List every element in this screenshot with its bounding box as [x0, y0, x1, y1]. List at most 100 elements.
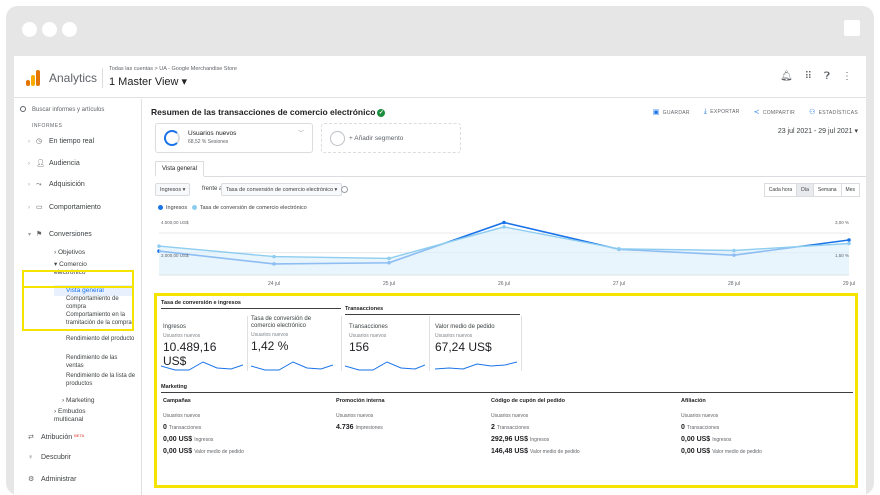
add-segment-button[interactable]: + Añadir segmento [321, 123, 461, 153]
insights-button[interactable]: ⚇ ESTADÍSTICAS [809, 108, 858, 116]
x-tick-label: 27 jul [613, 281, 625, 287]
granularity-week[interactable]: Semana [812, 183, 842, 197]
verified-check-icon: ✓ [377, 108, 386, 117]
marketing-row: 0,00 US$ Ingresos [163, 436, 313, 443]
gear-icon: ⚙ [28, 476, 35, 483]
marketing-value: 292,96 US$ [491, 436, 528, 443]
tab-overview[interactable]: Vista general [155, 161, 204, 177]
chevron-down-icon[interactable]: ﹀ [297, 131, 304, 137]
marketing-label: Valor medio de pedido [529, 449, 580, 455]
sidebar-item-discover[interactable]: ♀ Descubrir [28, 454, 71, 461]
sidebar-item-audience[interactable]: › 👤︎ Audiencia [28, 160, 80, 167]
save-button[interactable]: ▣ GUARDAR [653, 108, 690, 116]
sidebar-item-ecommerce[interactable]: ▾ Comercio electrónico [54, 261, 87, 276]
search-icon [20, 106, 26, 112]
info-icon[interactable] [341, 186, 348, 193]
data-point-conversion [732, 248, 736, 253]
sidebar-item-label: Audiencia [49, 160, 80, 167]
sidebar-search[interactable]: Buscar informes y artículos [20, 106, 104, 113]
sidebar-item-realtime[interactable]: › ◷ En tiempo real [28, 138, 95, 145]
compare-select-value: Tasa de conversión de comercio electróni… [226, 187, 334, 193]
marketing-value: 0,00 US$ [163, 448, 193, 455]
marketing-row: 0 Transacciones [163, 424, 313, 431]
granularity-day[interactable]: Día [796, 183, 814, 197]
metric-conversion-rate[interactable]: Tasa de conversión de comercio electróni… [251, 316, 331, 353]
metric-divider [341, 316, 342, 371]
sidebar-item-overview[interactable]: Vista general [54, 285, 132, 296]
x-tick-label: 26 jul [498, 281, 510, 287]
apps-grid-icon[interactable]: ⠿ [804, 71, 812, 82]
marketing-internal-promotion[interactable]: Promoción interna Usuarios nuevos 4.736 I… [336, 398, 486, 431]
share-button[interactable]: ≺ COMPARTIR [754, 108, 795, 116]
marketing-label: Marketing [65, 397, 95, 404]
sparkline-avg-order [435, 361, 517, 370]
sidebar-item-admin[interactable]: ⚙ Administrar [28, 475, 76, 483]
metric-name: Ingresos [163, 324, 187, 330]
sidebar-report-product-performance[interactable]: Rendimiento del producto [66, 336, 135, 342]
sidebar-item-behavior[interactable]: › ▭ Comportamiento [28, 204, 101, 211]
sidebar-item-acquisition[interactable]: › ⤳ Adquisición [28, 181, 85, 188]
marketing-coupon-code[interactable]: Código de cupón del pedido Usuarios nuev… [491, 398, 641, 455]
sidebar-item-marketing[interactable]: › Marketing [62, 397, 95, 404]
granularity-hour[interactable]: Cada hora [763, 183, 798, 197]
ecommerce-label: Comercio electrónico [54, 261, 87, 276]
account-breadcrumb[interactable]: Todas las cuentas > UA - Google Merchand… [109, 66, 237, 72]
segment-name: Usuarios nuevos [188, 130, 237, 137]
share-label: COMPARTIR [762, 110, 796, 116]
header-icons: 🔔︎ ⠿ ❓︎ ⋮ [780, 71, 852, 82]
granularity-month[interactable]: Mes [840, 183, 860, 197]
marketing-section-line [161, 392, 853, 393]
sidebar-item-multichannel[interactable]: › Embudos multicanal [54, 408, 86, 423]
metric-select[interactable]: Ingresos ▾ [155, 183, 191, 196]
segment-card[interactable]: Usuarios nuevos 68,52 % Sesiones ﹀ [155, 123, 313, 153]
legend-swatch-revenue [158, 205, 163, 211]
sidebar-report-sales-performance[interactable]: Rendimiento de las ventas [66, 355, 118, 369]
marketing-label: Valor medio de pedido [712, 449, 762, 455]
save-icon: ▣ [652, 109, 660, 116]
marketing-campaigns[interactable]: Campañas Usuarios nuevos 0 Transacciones … [163, 398, 313, 455]
marketing-value: 2 [491, 424, 495, 431]
marketing-value: 4.736 [336, 424, 354, 431]
metric-transactions[interactable]: Transacciones Usuarios nuevos 156 [349, 324, 429, 354]
marketing-label: Transacciones [686, 425, 720, 431]
data-point-revenue [502, 220, 506, 225]
marketing-value: 0 [163, 424, 167, 431]
marketing-label: Impresiones [355, 425, 383, 431]
sidebar-report-shopping-behavior[interactable]: Comportamiento de compra [66, 296, 119, 310]
marketing-label: Ingresos [712, 437, 732, 443]
date-range-picker[interactable]: 23 jul 2021 - 29 jul 2021 ▾ [777, 128, 858, 135]
goals-label: Objetivos [57, 249, 86, 256]
brand-name: Analytics [49, 71, 98, 85]
compare-metric-select[interactable]: Tasa de conversión de comercio electróni… [221, 183, 343, 196]
sidebar-item-goals[interactable]: › Objetivos [54, 249, 86, 256]
metric-value: 156 [349, 340, 370, 354]
window-dot-1[interactable] [22, 22, 37, 37]
metric-segment: Usuarios nuevos [163, 333, 201, 339]
sidebar-item-attribution[interactable]: ⇄ Atribución BETA [28, 433, 84, 441]
chart-controls: Ingresos ▾ frente a Tasa de conversión d… [155, 183, 866, 199]
bell-icon[interactable]: 🔔︎ [779, 71, 793, 82]
metric-value: 1,42 % [251, 339, 289, 353]
window-dot-3[interactable] [62, 22, 77, 37]
data-point-conversion [157, 244, 161, 248]
highlight-conversions [22, 270, 134, 288]
sidebar-item-conversions[interactable]: ▾ ⚑ Conversiones [28, 231, 92, 238]
sidebar-report-checkout-behavior[interactable]: Comportamiento en la tramitación de la c… [66, 312, 132, 326]
metric-avg-order-value[interactable]: Valor medio de pedido Usuarios nuevos 67… [435, 324, 515, 354]
add-segment-circle-icon [330, 131, 345, 146]
marketing-affiliation[interactable]: Afiliación Usuarios nuevos 0 Transaccione… [681, 398, 831, 455]
window-dot-2[interactable] [42, 22, 57, 37]
insights-icon: ⚇ [809, 109, 816, 116]
window-maximize-button[interactable] [844, 20, 860, 36]
sidebar-item-label: Administrar [41, 476, 77, 483]
metric-revenue[interactable]: Ingresos Usuarios nuevos 10.489,16 US$ [163, 324, 243, 368]
help-icon[interactable]: ❓︎ [823, 71, 830, 82]
more-vert-icon[interactable]: ⋮ [842, 71, 852, 82]
marketing-head: Campañas [163, 398, 191, 404]
view-selector[interactable]: 1 Master View ▾ [109, 76, 188, 88]
marketing-value: 0,00 US$ [163, 436, 193, 443]
sidebar-item-label: Comportamiento [49, 204, 101, 211]
export-button[interactable]: ⤓ EXPORTAR [704, 108, 740, 116]
sidebar-report-product-list[interactable]: Rendimiento de la lista de productos [66, 373, 136, 387]
transactions-section-line [345, 314, 520, 315]
